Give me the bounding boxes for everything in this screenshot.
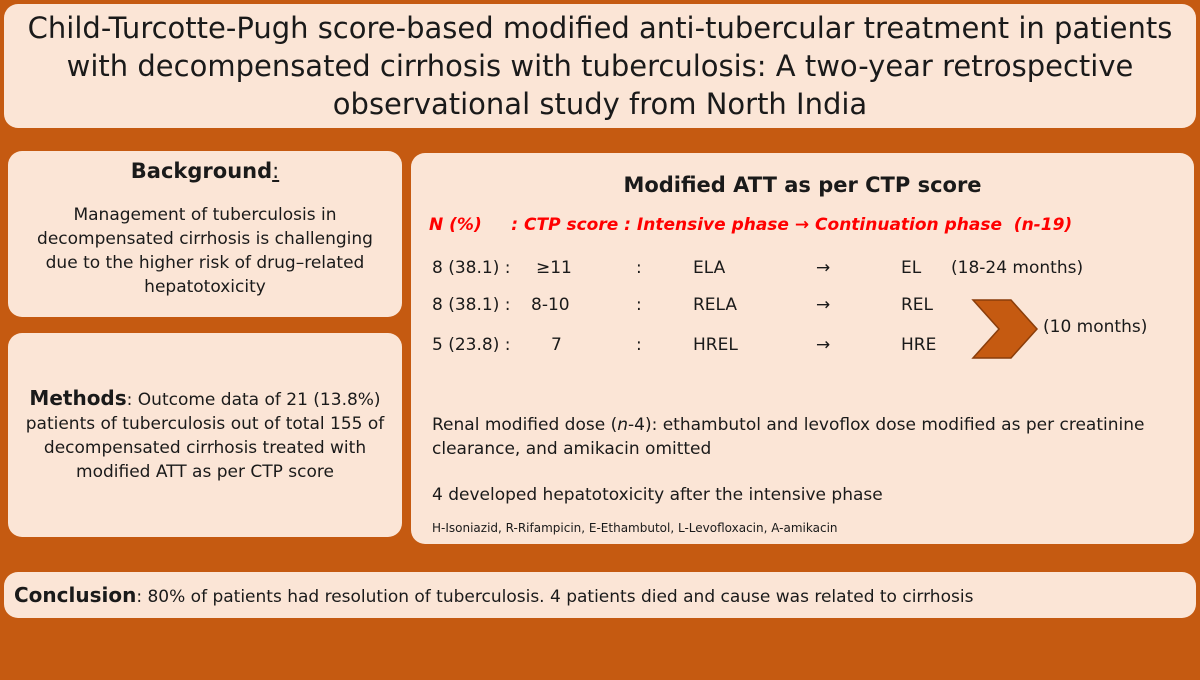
chevron-right-icon	[971, 299, 1039, 359]
methods-text: Methods: Outcome data of 21 (13.8%) pati…	[8, 386, 402, 484]
row-colon: :	[636, 295, 642, 315]
att-panel: Modified ATT as per CTP score N (%) : CT…	[411, 153, 1194, 544]
att-title: Modified ATT as per CTP score	[623, 173, 982, 197]
row-arrow: →	[816, 295, 831, 315]
row-arrow: →	[816, 335, 831, 355]
background-text: Management of tuberculosis in decompensa…	[37, 205, 373, 297]
conclusion-lead: Conclusion	[14, 583, 137, 607]
methods-body: : Outcome data of 21 (13.8%) patients of…	[25, 390, 385, 482]
methods-lead: Methods	[29, 386, 127, 410]
row-intensive: ELA	[693, 258, 726, 278]
row-ctp: 7	[551, 335, 562, 355]
page-title: Child-Turcotte-Pugh score-based modified…	[27, 11, 1173, 121]
conclusion-panel: Conclusion: 80% of patients had resoluti…	[4, 572, 1196, 618]
row-ctp: 8-10	[531, 295, 570, 315]
background-panel: Background: Management of tuberculosis i…	[8, 151, 402, 317]
row-ctp: ≥11	[536, 258, 572, 278]
row-n: 8 (38.1) :	[432, 258, 511, 278]
row-n: 8 (38.1) :	[432, 295, 511, 315]
renal-prefix: Renal modified dose (	[432, 415, 618, 435]
row-intensive: RELA	[693, 295, 738, 315]
row-colon: :	[636, 335, 642, 355]
row-colon: :	[636, 258, 642, 278]
row-continuation: REL	[901, 295, 934, 315]
title-panel: Child-Turcotte-Pugh score-based modified…	[4, 4, 1196, 128]
background-heading: Background:	[8, 159, 402, 183]
renal-suffix: -4): ethambutol and levoflox dose modifi…	[432, 415, 1145, 459]
shared-duration: (10 months)	[1043, 317, 1148, 337]
row-duration: (18-24 months)	[951, 258, 1084, 278]
renal-n: n	[617, 415, 628, 435]
row-continuation: EL	[901, 258, 922, 278]
att-table-header: N (%) : CTP score : Intensive phase → Co…	[429, 215, 1073, 235]
background-heading-suffix: :	[272, 159, 280, 183]
methods-panel: Methods: Outcome data of 21 (13.8%) pati…	[8, 333, 402, 537]
row-continuation: HRE	[901, 335, 937, 355]
abbreviations-note: H-Isoniazid, R-Rifampicin, E-Ethambutol,…	[432, 521, 838, 535]
row-n: 5 (23.8) :	[432, 335, 511, 355]
conclusion-text: Conclusion: 80% of patients had resoluti…	[14, 583, 973, 607]
row-intensive: HREL	[693, 335, 738, 355]
background-heading-label: Background	[130, 159, 273, 183]
row-arrow: →	[816, 258, 831, 278]
hepatotoxicity-note: 4 developed hepatotoxicity after the int…	[432, 485, 883, 505]
conclusion-body: : 80% of patients had resolution of tube…	[136, 587, 974, 607]
renal-note: Renal modified dose (n-4): ethambutol an…	[432, 413, 1172, 461]
